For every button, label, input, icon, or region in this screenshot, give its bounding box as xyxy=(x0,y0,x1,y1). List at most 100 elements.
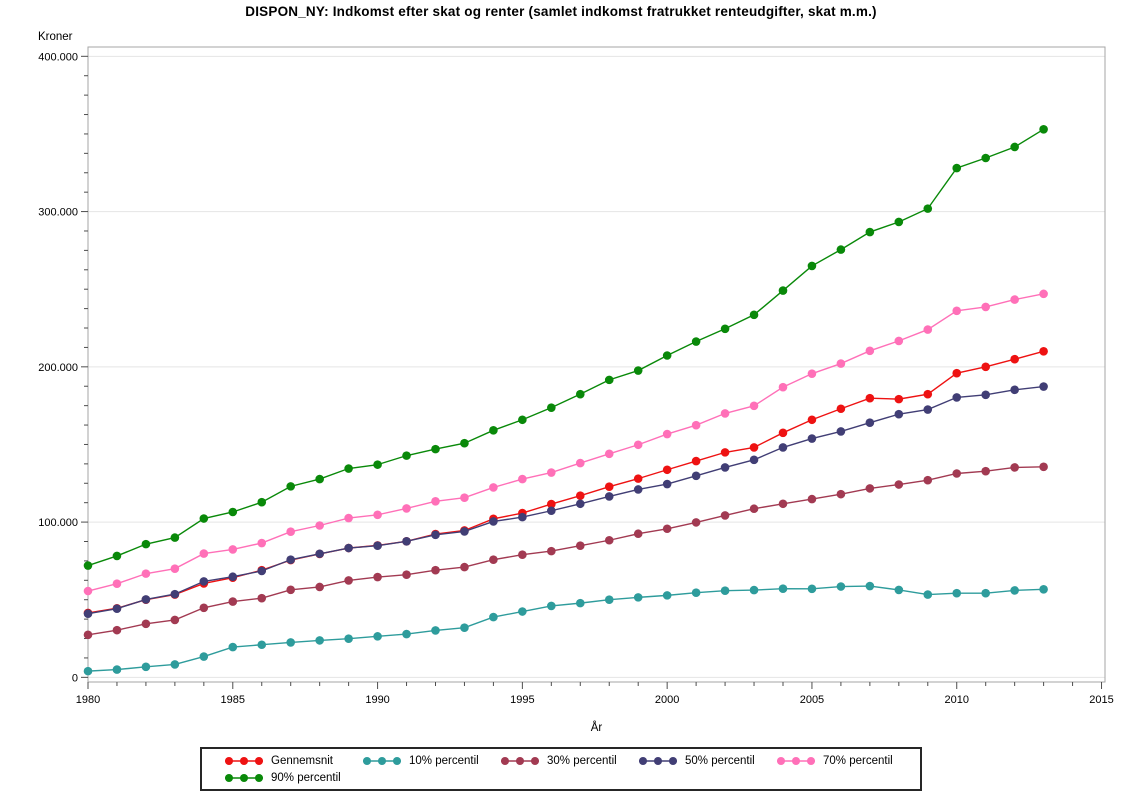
series-point-gennemsnit xyxy=(547,499,556,509)
chart-title: DISPON_NY: Indkomst efter skat og renter… xyxy=(245,4,877,19)
series-point-50-percentil xyxy=(257,566,267,576)
y-tick-label: 200.000 xyxy=(38,362,78,374)
series-point-70-percentil xyxy=(199,549,209,558)
series-point-10-percentil xyxy=(286,638,296,647)
series-line-30-percentil xyxy=(87,466,1044,636)
series-point-30-percentil xyxy=(170,615,180,625)
series-point-50-percentil xyxy=(83,609,93,618)
series-point-gennemsnit xyxy=(633,474,643,483)
series-point-70-percentil xyxy=(1010,295,1019,304)
series-point-70-percentil xyxy=(633,440,643,450)
series-point-gennemsnit xyxy=(981,362,990,372)
series-point-50-percentil xyxy=(952,393,962,402)
series-point-10-percentil xyxy=(836,582,846,591)
series-point-70-percentil xyxy=(981,302,990,312)
series-point-90-percentil xyxy=(633,366,643,375)
x-tick-label: 2010 xyxy=(944,694,968,706)
series-point-30-percentil xyxy=(489,555,498,564)
series-point-10-percentil xyxy=(1039,585,1048,594)
series-point-30-percentil xyxy=(575,541,585,550)
series-point-gennemsnit xyxy=(1039,347,1048,356)
series-point-30-percentil xyxy=(923,475,933,485)
series-point-10-percentil xyxy=(952,588,962,598)
series-point-50-percentil xyxy=(981,390,990,400)
series-point-10-percentil xyxy=(402,629,411,639)
series-point-50-percentil xyxy=(518,512,527,522)
series-point-70-percentil xyxy=(807,369,817,378)
series-point-30-percentil xyxy=(1010,463,1019,472)
series-point-70-percentil xyxy=(373,510,382,520)
series-point-50-percentil xyxy=(228,572,238,582)
series-point-gennemsnit xyxy=(662,465,672,475)
series-point-70-percentil xyxy=(952,306,962,316)
series-point-70-percentil xyxy=(1039,289,1048,299)
series-point-30-percentil xyxy=(257,593,267,603)
series-point-50-percentil xyxy=(575,499,585,509)
series-point-70-percentil xyxy=(575,458,585,468)
series-point-90-percentil xyxy=(228,507,238,517)
series-point-gennemsnit xyxy=(836,404,846,414)
series-point-70-percentil xyxy=(431,496,440,506)
legend-label: 90% percentil xyxy=(271,771,341,784)
series-point-70-percentil xyxy=(315,521,324,530)
series-point-gennemsnit xyxy=(749,443,759,452)
series-point-90-percentil xyxy=(1010,142,1019,152)
series-point-70-percentil xyxy=(402,504,411,513)
x-tick-label: 2005 xyxy=(800,694,824,706)
series-point-90-percentil xyxy=(170,533,180,542)
y-tick-label: 300.000 xyxy=(38,207,78,219)
series-point-50-percentil xyxy=(836,427,846,436)
series-point-30-percentil xyxy=(633,529,643,539)
series-point-50-percentil xyxy=(315,549,324,559)
series-point-90-percentil xyxy=(865,227,875,237)
legend-item-70-percentil: 70% percentil xyxy=(776,752,914,769)
y-tick-label: 0 xyxy=(72,672,78,684)
series-point-90-percentil xyxy=(604,375,614,385)
x-tick-label: 1980 xyxy=(76,694,100,706)
series-point-90-percentil xyxy=(199,514,209,523)
series-point-10-percentil xyxy=(83,666,93,676)
series-point-50-percentil xyxy=(778,443,788,452)
series-point-90-percentil xyxy=(894,217,904,227)
series-point-30-percentil xyxy=(952,469,962,478)
series-point-30-percentil xyxy=(228,597,238,606)
series-point-30-percentil xyxy=(83,630,93,640)
series-point-gennemsnit xyxy=(778,428,788,438)
series-point-30-percentil xyxy=(662,524,672,534)
series-point-30-percentil xyxy=(749,504,759,514)
legend-marker-icon xyxy=(501,756,539,765)
series-point-30-percentil xyxy=(604,535,614,545)
legend-marker-icon xyxy=(225,756,263,765)
series-point-50-percentil xyxy=(460,527,469,536)
series-point-90-percentil xyxy=(315,474,324,484)
series-point-90-percentil xyxy=(344,464,353,473)
series-point-50-percentil xyxy=(633,485,643,494)
series-point-90-percentil xyxy=(836,245,846,254)
series-point-50-percentil xyxy=(1010,385,1019,395)
series-line-90-percentil xyxy=(87,128,1044,567)
series-point-30-percentil xyxy=(141,619,151,629)
series-point-10-percentil xyxy=(778,584,788,593)
series-point-gennemsnit xyxy=(952,368,962,378)
series-point-10-percentil xyxy=(575,598,585,608)
series-point-70-percentil xyxy=(662,429,672,439)
series-point-30-percentil xyxy=(112,625,122,635)
series-point-10-percentil xyxy=(691,588,701,598)
series-point-50-percentil xyxy=(662,479,672,489)
series-point-90-percentil xyxy=(807,261,817,271)
legend-item-90-percentil: 90% percentil xyxy=(224,769,362,786)
series-point-30-percentil xyxy=(807,494,817,504)
legend-label: 30% percentil xyxy=(547,754,617,767)
series-point-90-percentil xyxy=(431,444,440,454)
series-point-90-percentil xyxy=(518,415,527,425)
x-tick-label: 1995 xyxy=(510,694,534,706)
series-point-10-percentil xyxy=(749,585,759,595)
series-point-10-percentil xyxy=(373,632,382,641)
series-point-10-percentil xyxy=(170,660,180,669)
series-point-10-percentil xyxy=(344,634,353,643)
series-point-30-percentil xyxy=(431,565,440,575)
series-point-50-percentil xyxy=(604,492,614,501)
series-point-70-percentil xyxy=(778,382,788,392)
series-point-90-percentil xyxy=(112,551,122,561)
